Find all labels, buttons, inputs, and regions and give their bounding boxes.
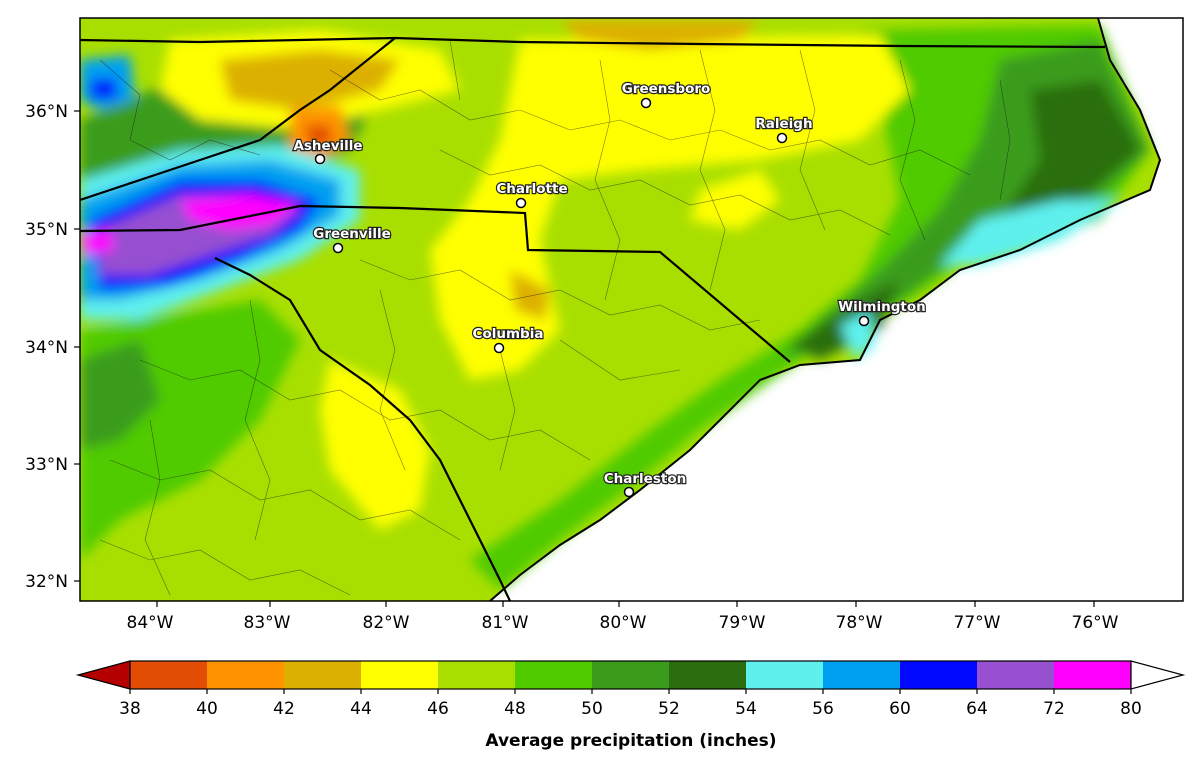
colorbar-segment xyxy=(977,661,1055,689)
lat-tick-label: 35°N xyxy=(25,220,68,240)
colorbar-segment xyxy=(361,661,439,689)
city-label: Charlotte xyxy=(496,181,567,197)
colorbar-under-triangle xyxy=(75,660,131,690)
city-marker xyxy=(776,132,788,144)
city-charlotte[interactable]: Charlotte xyxy=(495,180,569,209)
map-frame xyxy=(79,17,1184,602)
nc-sc-border xyxy=(80,204,791,363)
colorbar-segment xyxy=(438,661,516,689)
lat-tick-label: 33°N xyxy=(25,455,68,475)
colorbar-tick-label: 64 xyxy=(966,699,988,719)
colorbar-segment xyxy=(746,661,824,689)
city-wilmington[interactable]: Wilmington xyxy=(837,298,927,327)
colorbar-segment xyxy=(900,661,978,689)
city-marker xyxy=(858,315,870,327)
city-raleigh[interactable]: Raleigh xyxy=(754,115,814,144)
lat-tick-label: 32°N xyxy=(25,572,68,592)
colorbar-segment xyxy=(823,661,901,689)
city-greensboro[interactable]: Greensboro xyxy=(621,80,711,109)
colorbar-tick-label: 52 xyxy=(658,699,680,719)
city-asheville[interactable]: Asheville xyxy=(292,137,364,165)
ga-sc-border xyxy=(214,257,511,601)
lon-tick-label: 78°W xyxy=(836,613,883,633)
colorbar-tick-label: 72 xyxy=(1043,699,1065,719)
colorbar-segment xyxy=(592,661,670,689)
va-nc-border xyxy=(80,36,1106,49)
colorbar-segment xyxy=(207,661,285,689)
colorbar-tick-label: 50 xyxy=(581,699,603,719)
longitude-axis: 84°W 83°W 82°W 81°W 80°W 79°W 78°W 77°W … xyxy=(127,601,1119,633)
coastline xyxy=(489,18,1162,601)
lon-tick-label: 80°W xyxy=(600,613,647,633)
colorbar-tick-label: 60 xyxy=(889,699,911,719)
colorbar-tick-label: 44 xyxy=(350,699,372,719)
city-greenville[interactable]: Greenville xyxy=(312,225,392,254)
city-label: Raleigh xyxy=(755,116,812,132)
colorbar-segment xyxy=(515,661,593,689)
city-label: Wilmington xyxy=(838,299,925,315)
city-marker xyxy=(332,242,344,254)
colorbar-title: Average precipitation (inches) xyxy=(485,731,776,751)
colorbar-ticks: 38 40 42 44 46 48 50 52 54 56 60 64 72 80 xyxy=(119,689,1142,719)
latitude-axis: 36°N 35°N 34°N 33°N 32°N xyxy=(25,102,80,592)
colorbar-over-triangle xyxy=(1130,660,1186,690)
city-charleston[interactable]: Charleston xyxy=(603,470,687,498)
lon-tick-label: 81°W xyxy=(482,613,529,633)
colorbar-tick-label: 40 xyxy=(196,699,218,719)
city-marker xyxy=(314,153,326,165)
city-columbia[interactable]: Columbia xyxy=(471,325,545,354)
colorbar-tick-label: 48 xyxy=(504,699,526,719)
city-label: Asheville xyxy=(293,138,362,154)
colorbar-tick-label: 56 xyxy=(812,699,834,719)
colorbar-tick-label: 38 xyxy=(119,699,141,719)
lon-tick-label: 82°W xyxy=(363,613,410,633)
lat-tick-label: 36°N xyxy=(25,102,68,122)
lon-tick-label: 84°W xyxy=(127,613,174,633)
precipitation-field xyxy=(80,20,1150,590)
city-label: Charleston xyxy=(604,471,686,487)
city-label: Greensboro xyxy=(622,81,711,97)
lon-tick-label: 83°W xyxy=(244,613,291,633)
colorbar-segments xyxy=(129,660,1132,690)
map-panel: Greensboro Raleigh Asheville Charlotte G… xyxy=(80,18,1183,601)
city-label: Columbia xyxy=(473,326,544,342)
colorbar-segment xyxy=(284,661,362,689)
lat-tick-label: 34°N xyxy=(25,338,68,358)
city-marker xyxy=(515,197,527,209)
cities: Greensboro Raleigh Asheville Charlotte G… xyxy=(292,80,927,498)
colorbar-segment xyxy=(130,661,208,689)
colorbar-segment xyxy=(1054,661,1132,689)
colorbar-tick-label: 46 xyxy=(427,699,449,719)
city-marker xyxy=(623,486,635,498)
state-boundaries xyxy=(80,36,1106,601)
city-marker xyxy=(640,97,652,109)
tn-nc-border xyxy=(80,37,396,202)
city-marker xyxy=(493,342,505,354)
city-label: Greenville xyxy=(313,226,391,242)
lon-tick-label: 76°W xyxy=(1072,613,1119,633)
colorbar-tick-label: 54 xyxy=(735,699,757,719)
colorbar-tick-label: 42 xyxy=(273,699,295,719)
colorbar-segment xyxy=(669,661,747,689)
colorbar-tick-label: 80 xyxy=(1120,699,1142,719)
county-boundaries xyxy=(99,39,1011,596)
colorbar: 38 40 42 44 46 48 50 52 54 56 60 64 72 80 Average pre… xyxy=(75,660,1186,751)
lon-tick-label: 77°W xyxy=(954,613,1001,633)
lon-tick-label: 79°W xyxy=(719,613,766,633)
